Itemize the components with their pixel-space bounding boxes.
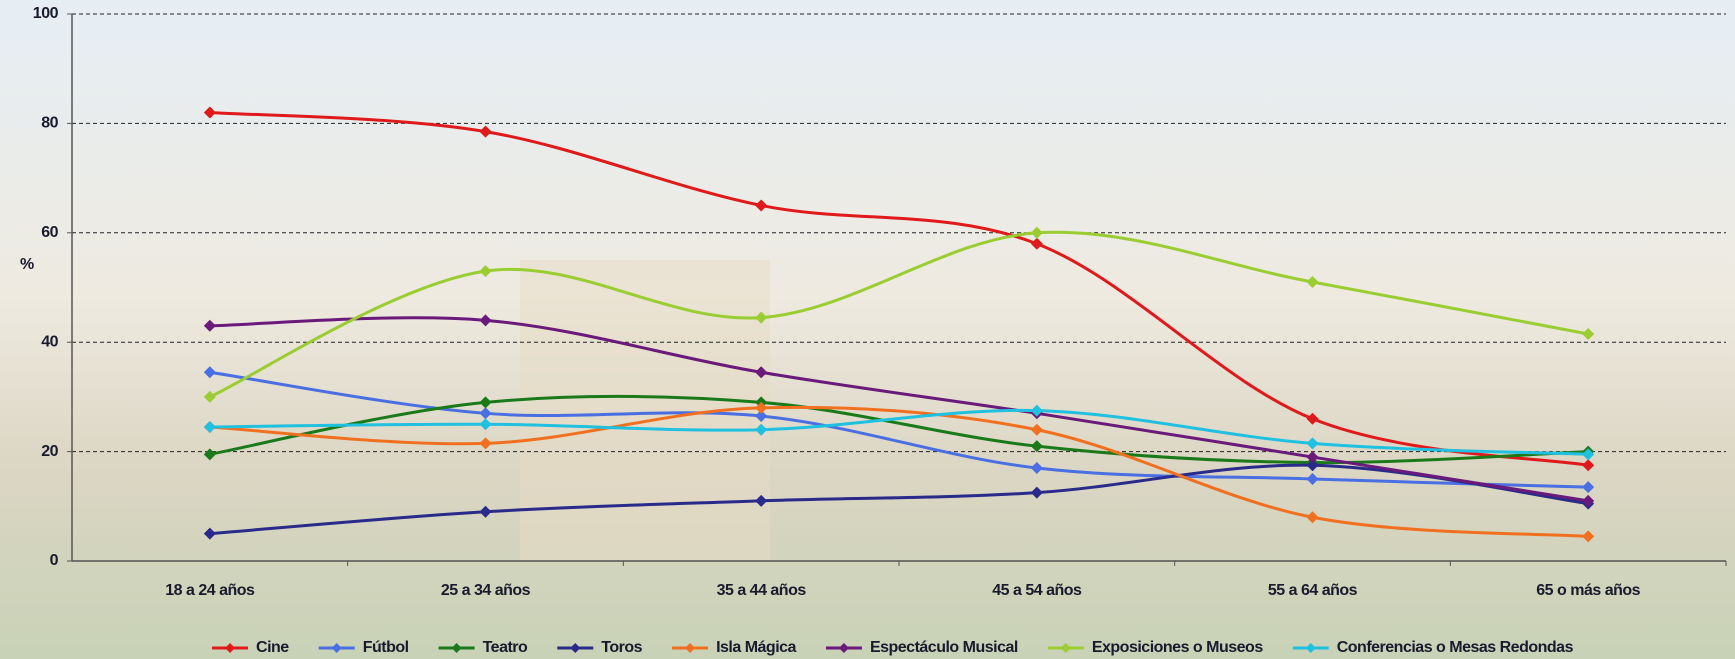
data-point [755, 401, 768, 414]
data-point [1582, 327, 1595, 340]
data-point [479, 314, 492, 327]
data-point [203, 420, 216, 433]
data-point [479, 265, 492, 278]
series-line [209, 316, 1589, 503]
legend-label: Cine [256, 639, 289, 656]
legend-marker [838, 643, 849, 653]
legend-label: Exposiciones o Museos [1092, 639, 1263, 656]
legend-marker [225, 643, 236, 653]
y-tick-label: 60 [41, 224, 58, 241]
legend-marker [1305, 643, 1316, 653]
y-tick-label: 0 [50, 552, 59, 569]
data-point [479, 505, 492, 518]
data-point [755, 494, 768, 507]
data-point [1030, 404, 1043, 417]
data-point [479, 418, 492, 431]
data-point [479, 407, 492, 420]
legend-label: Isla Mágica [716, 639, 796, 656]
series-line [209, 370, 1589, 489]
legend-marker [451, 643, 462, 653]
data-point [1582, 494, 1595, 507]
data-point [1582, 481, 1595, 494]
y-tick-label: 20 [41, 443, 58, 460]
data-point [1582, 459, 1595, 472]
data-point [203, 366, 216, 379]
data-point [1030, 423, 1043, 436]
data-point [1306, 451, 1319, 464]
data-point [755, 311, 768, 324]
data-point [203, 448, 216, 461]
data-point [1030, 486, 1043, 499]
legend-marker [1060, 643, 1071, 653]
data-point [203, 106, 216, 119]
data-point [1582, 448, 1595, 461]
data-point [479, 396, 492, 409]
data-point [1030, 226, 1043, 239]
series-line [209, 463, 1589, 536]
x-tick-label: 55 a 64 años [1268, 582, 1358, 599]
series-line [209, 408, 1589, 456]
legend-label: Espectáculo Musical [870, 639, 1018, 656]
data-point [479, 125, 492, 138]
data-point [755, 423, 768, 436]
x-tick-label: 35 a 44 años [717, 582, 807, 599]
x-tick-label: 25 a 34 años [441, 582, 531, 599]
data-point [1030, 440, 1043, 453]
data-point [755, 410, 768, 423]
legend-label: Teatro [483, 639, 528, 656]
legend-marker [331, 643, 342, 653]
data-point [1306, 511, 1319, 524]
y-axis-label: % [20, 256, 34, 273]
legend-label: Conferencias o Mesas Redondas [1337, 639, 1574, 656]
x-tick-label: 18 a 24 años [165, 582, 255, 599]
legend-marker [685, 643, 696, 653]
data-point [1030, 237, 1043, 250]
data-point [203, 319, 216, 332]
x-tick-label: 65 o más años [1536, 582, 1640, 599]
data-point [1306, 276, 1319, 289]
data-point [1306, 412, 1319, 425]
data-point [1306, 459, 1319, 472]
data-point [203, 527, 216, 540]
data-point [1306, 437, 1319, 450]
y-tick-label: 40 [41, 333, 58, 350]
data-point [1306, 472, 1319, 485]
x-tick-label: 45 a 54 años [992, 582, 1082, 599]
y-tick-label: 100 [33, 5, 59, 22]
legend-marker [570, 643, 581, 653]
data-point [755, 199, 768, 212]
legend-label: Toros [601, 639, 642, 656]
data-point [203, 390, 216, 403]
data-point [1030, 462, 1043, 475]
data-point [1582, 530, 1595, 543]
series-line [209, 405, 1589, 538]
y-tick-label: 80 [41, 115, 58, 132]
data-point [479, 437, 492, 450]
legend-label: Fútbol [363, 639, 409, 656]
series-line [209, 110, 1589, 467]
data-point [755, 366, 768, 379]
series-line [209, 230, 1589, 399]
